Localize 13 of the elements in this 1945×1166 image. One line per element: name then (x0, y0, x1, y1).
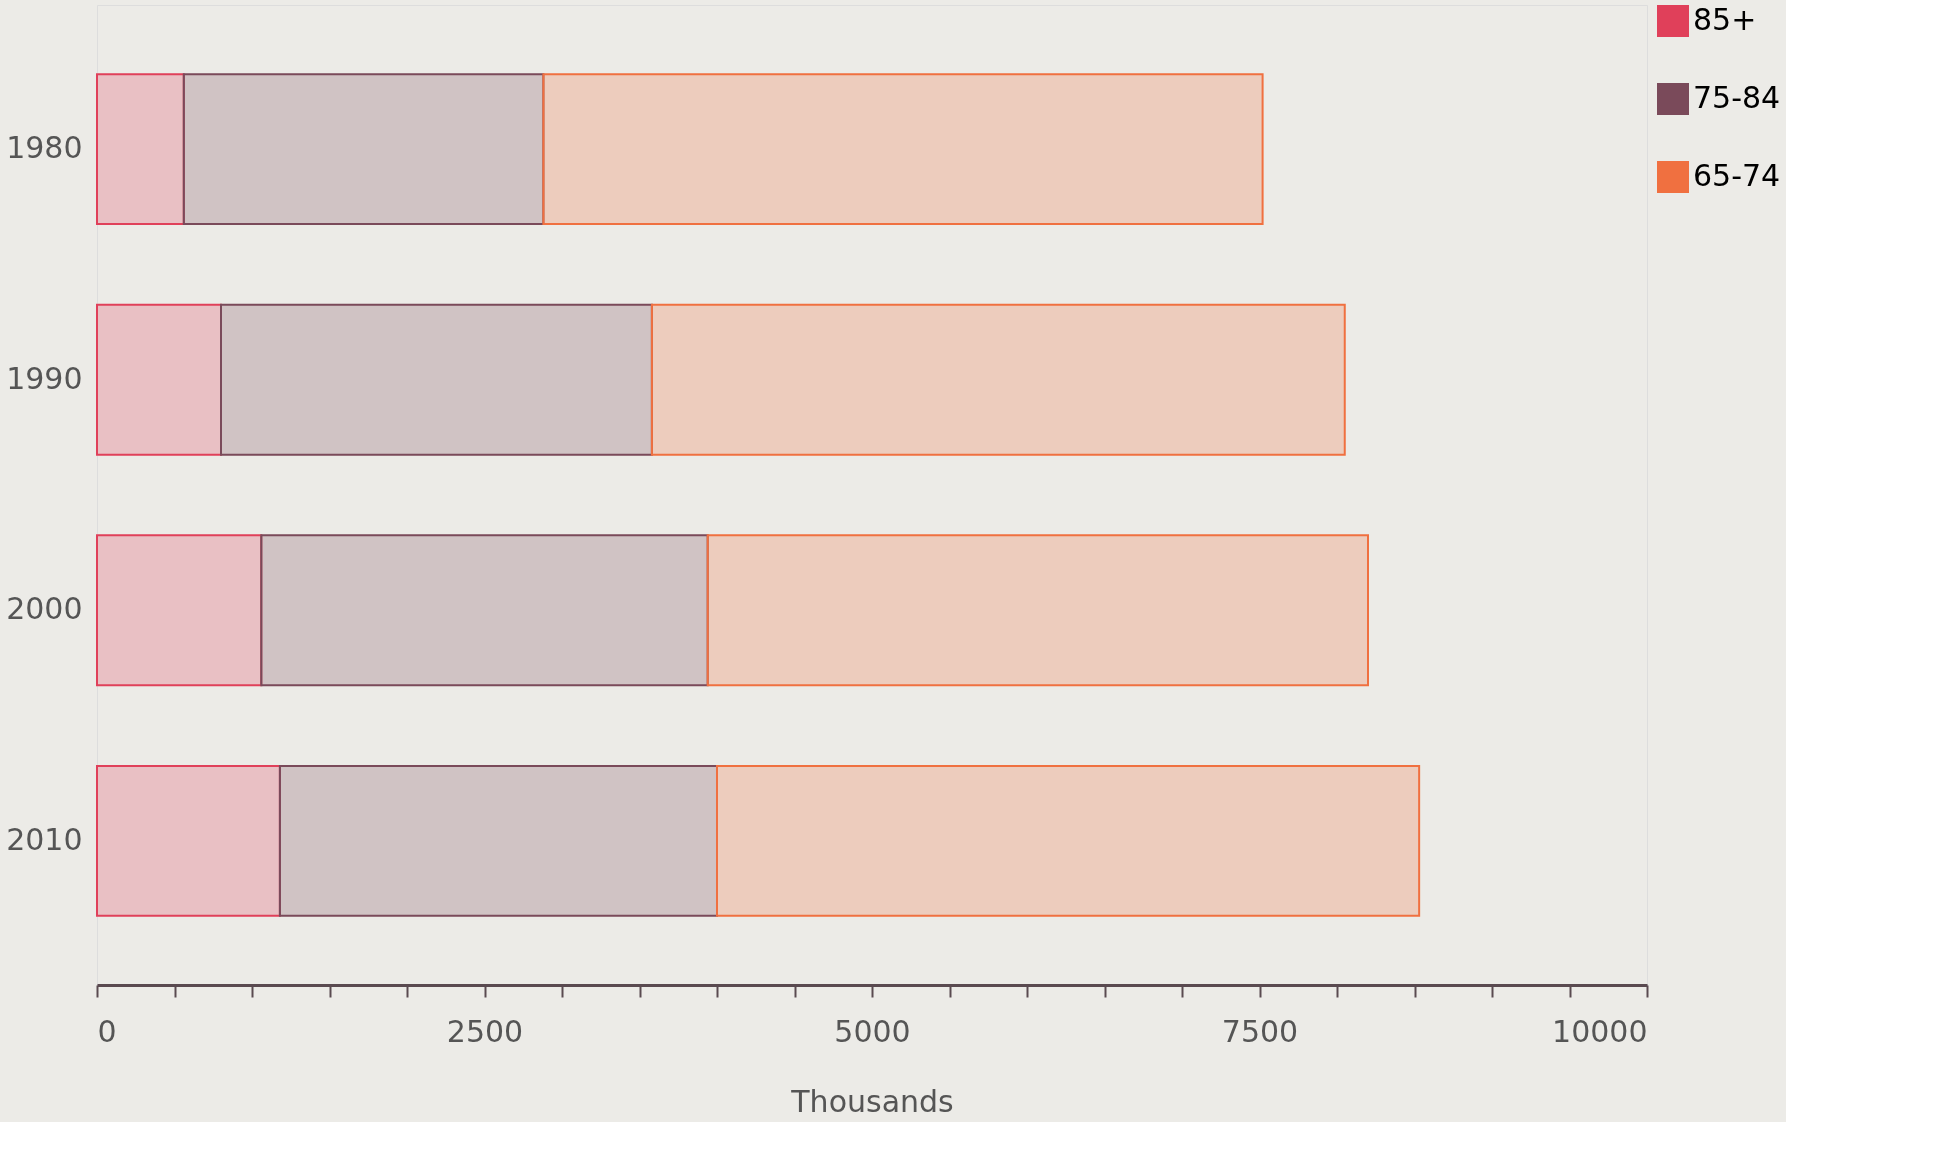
legend-label: 85+ (1693, 2, 1757, 37)
y-tick-label: 2000 (6, 591, 83, 627)
y-tick-label: 1990 (6, 360, 83, 396)
x-axis-title: Thousands (790, 1083, 954, 1119)
y-tick-label: 1980 (6, 130, 83, 166)
x-tick-label: 10000 (1552, 1013, 1648, 1049)
x-tick-label: 7500 (1221, 1013, 1299, 1049)
y-tick-label: 2010 (6, 821, 83, 857)
x-tick-label: 0 (97, 1013, 117, 1049)
x-tick-label: 2500 (446, 1013, 524, 1049)
legend-label: 65-74 (1693, 158, 1781, 193)
legend-label: 75-84 (1693, 80, 1781, 115)
x-tick-label: 5000 (834, 1013, 911, 1049)
